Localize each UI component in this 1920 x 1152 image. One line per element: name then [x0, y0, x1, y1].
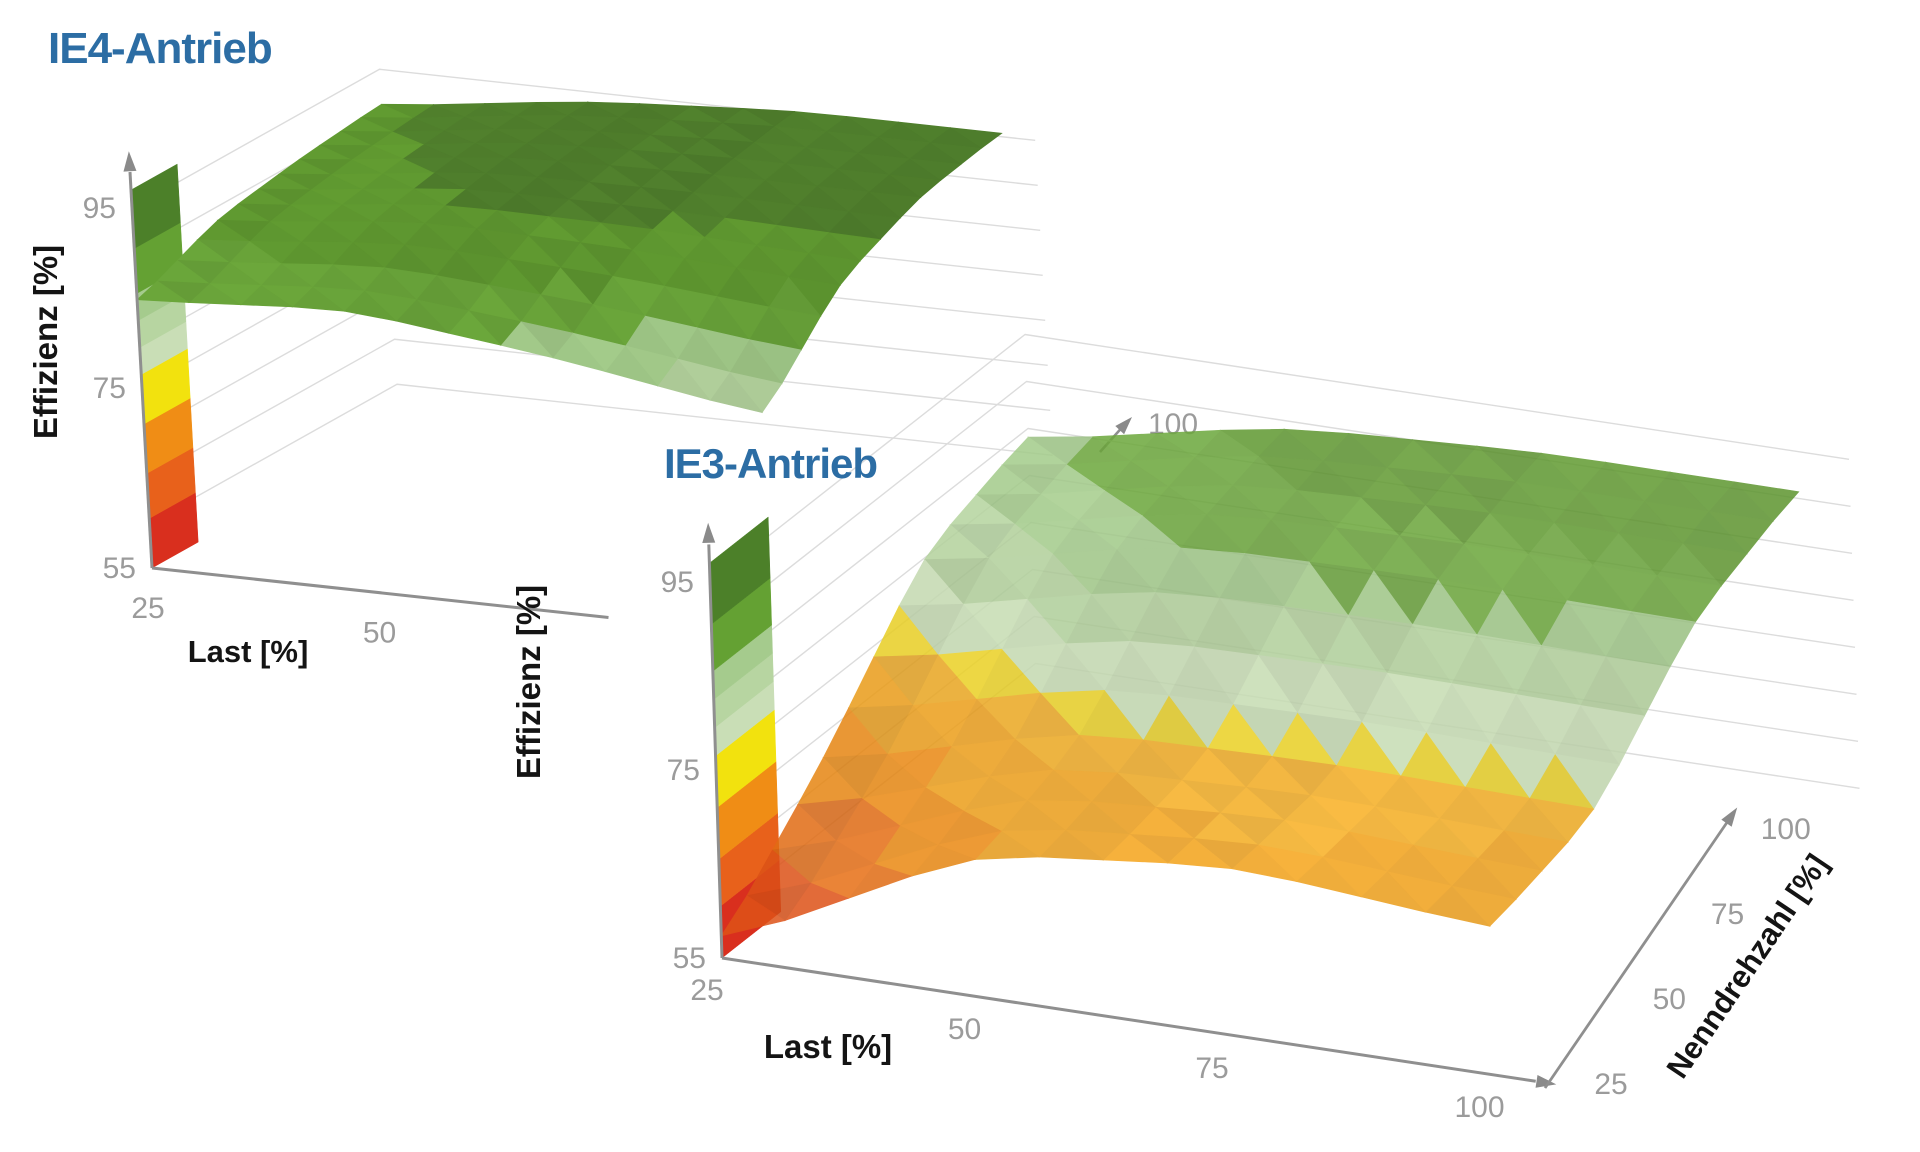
- ie3-x-tick: 50: [948, 1013, 981, 1046]
- efficiency-gridline: [149, 383, 1053, 524]
- ie3-surface: [720, 428, 1800, 937]
- ie4-z-axis-label: Effizienz [%]: [27, 245, 64, 439]
- efficiency-gridline: [146, 338, 1051, 479]
- ie4-z-tick: 55: [103, 552, 136, 585]
- ie4-title: IE4-Antrieb: [48, 24, 273, 73]
- axis-arrowhead: [702, 522, 716, 543]
- y-axis: [1543, 815, 1733, 1089]
- ie3-z-tick: 75: [667, 754, 700, 787]
- axis-arrowhead: [1535, 1074, 1557, 1088]
- x-axis: [151, 566, 609, 619]
- axis-arrowhead: [1115, 417, 1132, 435]
- ie4-x-tick: 25: [131, 592, 164, 625]
- ie4-z-tick: 75: [93, 372, 126, 405]
- ie3-x-tick: 100: [1454, 1091, 1504, 1124]
- ie3-z-tick: 55: [673, 942, 706, 975]
- ie4-x-axis-label: Last [%]: [188, 634, 309, 669]
- ie3-z-axis-label: Effizienz [%]: [510, 585, 547, 779]
- ie3-title: IE3-Antrieb: [664, 440, 878, 487]
- ie3-x-axis-label: Last [%]: [764, 1028, 892, 1065]
- axis-arrowhead: [123, 151, 137, 172]
- ie4-z-tick: 95: [83, 192, 116, 225]
- ie3-x-tick: 75: [1195, 1052, 1228, 1085]
- axis-arrowhead: [1721, 807, 1738, 827]
- ie4-surface: [136, 101, 1003, 414]
- ie3-chart: [702, 333, 1860, 1089]
- ie3-y-tick: 25: [1594, 1068, 1627, 1101]
- ie3-y-tick: 50: [1653, 983, 1686, 1016]
- ie3-y-tick: 100: [1761, 813, 1811, 846]
- ie3-y-tick: 75: [1711, 898, 1744, 931]
- ie3-axes: [702, 522, 1738, 1089]
- ie4-x-tick: 50: [363, 617, 396, 650]
- surface-facet: [136, 280, 191, 304]
- z-axis: [707, 544, 724, 959]
- ie4-chart: [123, 68, 1132, 619]
- x-axis: [721, 956, 1536, 1083]
- surface-facet: [720, 895, 786, 937]
- efficiency-gridline: [709, 333, 1850, 583]
- z-axis: [128, 171, 154, 569]
- ie3-x-tick: 25: [690, 974, 723, 1007]
- ie3-z-tick: 95: [661, 566, 694, 599]
